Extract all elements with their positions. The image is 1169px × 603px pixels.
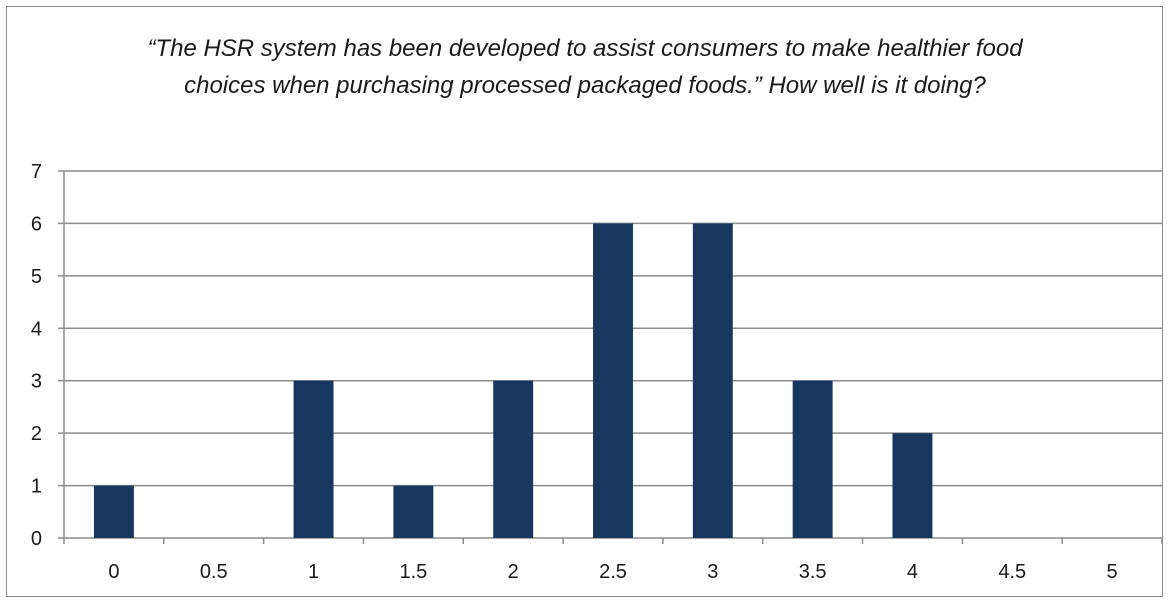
y-tick-label: 5 (31, 266, 42, 288)
bar-0 (93, 485, 134, 538)
bar-1 (293, 380, 334, 538)
y-tick-label: 7 (31, 161, 42, 183)
x-tick-label: 2 (508, 561, 519, 583)
x-tick-label: 2.5 (599, 561, 627, 583)
y-tick-label: 6 (31, 213, 42, 235)
x-tick-label: 4 (907, 561, 918, 583)
bar-1.5 (393, 485, 434, 538)
x-tick-label: 1 (308, 561, 319, 583)
x-tick-label: 0.5 (200, 561, 228, 583)
y-tick-label: 3 (31, 371, 42, 393)
bar-4 (892, 433, 933, 538)
bar-2 (493, 380, 534, 538)
y-tick-label: 4 (31, 318, 42, 340)
x-tick-label: 3.5 (799, 561, 827, 583)
bar-3 (692, 223, 733, 538)
x-tick-label: 3 (707, 561, 718, 583)
chart-title: “The HSR system has been developed to as… (147, 35, 1023, 99)
y-tick-label: 2 (31, 423, 42, 445)
y-tick-label: 1 (31, 476, 42, 498)
chart-frame (6, 6, 1163, 597)
x-tick-label: 1.5 (399, 561, 427, 583)
bar-2.5 (593, 223, 633, 538)
x-tick-label: 0 (108, 561, 119, 583)
y-tick-label: 0 (31, 528, 42, 550)
x-tick-label: 5 (1107, 561, 1118, 583)
x-tick-label: 4.5 (998, 561, 1026, 583)
bar-3.5 (792, 380, 833, 538)
